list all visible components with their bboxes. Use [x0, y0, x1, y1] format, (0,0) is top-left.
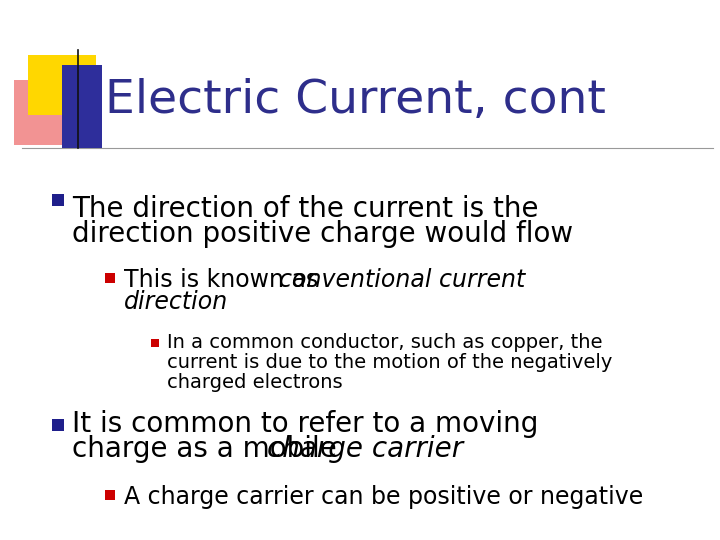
Bar	[28, 55, 96, 115]
Bar	[52, 419, 64, 431]
Text: charged electrons: charged electrons	[167, 373, 343, 392]
Text: direction: direction	[124, 290, 228, 314]
Text: A charge carrier can be positive or negative: A charge carrier can be positive or nega…	[124, 485, 643, 509]
Bar	[105, 490, 115, 500]
Text: conventional current: conventional current	[279, 268, 526, 292]
Text: charge as a mobile: charge as a mobile	[72, 435, 346, 463]
Text: In a common conductor, such as copper, the: In a common conductor, such as copper, t…	[167, 333, 603, 352]
Bar	[14, 80, 82, 145]
Bar	[151, 339, 159, 347]
Bar	[52, 194, 64, 206]
Text: current is due to the motion of the negatively: current is due to the motion of the nega…	[167, 353, 613, 372]
Bar	[105, 273, 115, 283]
Text: charge carrier: charge carrier	[267, 435, 463, 463]
Text: It is common to refer to a moving: It is common to refer to a moving	[72, 410, 539, 438]
Text: direction positive charge would flow: direction positive charge would flow	[72, 220, 573, 248]
Text: The direction of the current is the: The direction of the current is the	[72, 195, 539, 223]
Bar	[62, 65, 102, 148]
Text: This is known as: This is known as	[124, 268, 325, 292]
Text: Electric Current, cont: Electric Current, cont	[105, 78, 606, 123]
